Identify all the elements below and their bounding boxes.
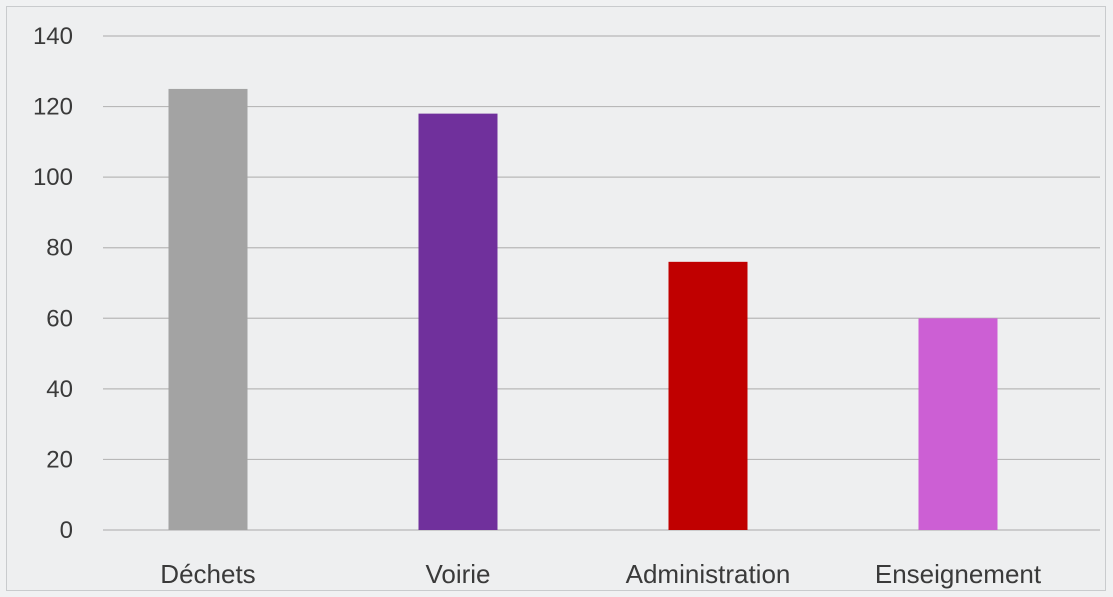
x-category-label: Déchets (160, 559, 255, 589)
y-tick-label: 0 (60, 517, 73, 544)
y-tick-label: 80 (46, 235, 73, 262)
x-category-label: Voirie (425, 559, 490, 589)
y-tick-label: 120 (33, 94, 73, 121)
x-category-label: Administration (626, 559, 791, 589)
y-tick-label: 40 (46, 376, 73, 403)
y-tick-label: 100 (33, 164, 73, 191)
y-tick-label: 60 (46, 305, 73, 332)
x-category-label: Enseignement (875, 559, 1042, 589)
bar-enseignement (918, 318, 998, 530)
y-tick-label: 20 (46, 446, 73, 473)
bar-voirie (418, 113, 498, 530)
y-axis-tick-labels: 0 20 40 60 80 100 120 140 (33, 23, 73, 544)
bars (168, 88, 998, 530)
y-tick-label: 140 (33, 23, 73, 50)
bar-administration (668, 261, 748, 530)
x-axis-category-labels: Déchets Voirie Administration Enseignement (160, 559, 1042, 589)
bar-déchets (168, 88, 248, 530)
